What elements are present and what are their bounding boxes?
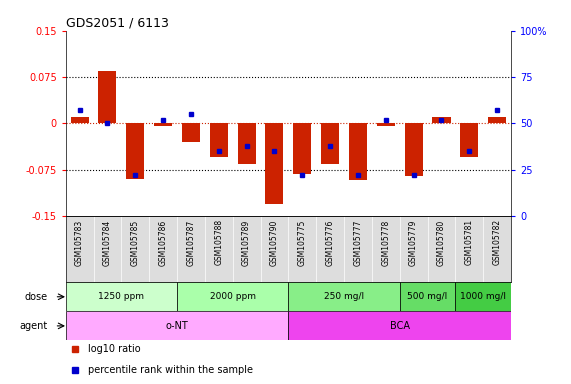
Bar bbox=[432, 117, 451, 123]
Text: agent: agent bbox=[19, 321, 48, 331]
Text: GSM105784: GSM105784 bbox=[103, 219, 112, 266]
Text: GSM105777: GSM105777 bbox=[353, 219, 363, 266]
Bar bbox=[182, 123, 200, 142]
Text: GSM105775: GSM105775 bbox=[297, 219, 307, 266]
Text: 1250 ppm: 1250 ppm bbox=[98, 292, 144, 301]
Text: GSM105781: GSM105781 bbox=[465, 219, 474, 265]
Text: GDS2051 / 6113: GDS2051 / 6113 bbox=[66, 17, 168, 30]
Text: GSM105786: GSM105786 bbox=[159, 219, 168, 266]
Text: 500 mg/l: 500 mg/l bbox=[408, 292, 448, 301]
Bar bbox=[177, 282, 288, 311]
Text: GSM105780: GSM105780 bbox=[437, 219, 446, 266]
Bar bbox=[238, 123, 256, 164]
Bar bbox=[460, 123, 478, 157]
Text: GSM105788: GSM105788 bbox=[214, 219, 223, 265]
Bar bbox=[71, 117, 89, 123]
Text: log10 ratio: log10 ratio bbox=[88, 344, 140, 354]
Bar bbox=[405, 123, 423, 176]
Text: GSM105782: GSM105782 bbox=[493, 219, 502, 265]
Text: GSM105778: GSM105778 bbox=[381, 219, 391, 266]
Bar bbox=[154, 123, 172, 126]
Text: GSM105790: GSM105790 bbox=[270, 219, 279, 266]
Text: o-NT: o-NT bbox=[166, 321, 188, 331]
Bar bbox=[488, 117, 506, 123]
Bar bbox=[400, 282, 456, 311]
Text: dose: dose bbox=[25, 292, 48, 302]
Bar bbox=[377, 123, 395, 126]
Text: percentile rank within the sample: percentile rank within the sample bbox=[88, 365, 253, 375]
Text: GSM105787: GSM105787 bbox=[186, 219, 195, 266]
Bar bbox=[66, 311, 288, 341]
Bar bbox=[456, 282, 511, 311]
Bar bbox=[293, 123, 311, 174]
Bar bbox=[288, 311, 511, 341]
Bar bbox=[266, 123, 283, 204]
Bar bbox=[98, 71, 116, 123]
Text: BCA: BCA bbox=[389, 321, 410, 331]
Text: GSM105785: GSM105785 bbox=[131, 219, 140, 266]
Text: GSM105789: GSM105789 bbox=[242, 219, 251, 266]
Text: 2000 ppm: 2000 ppm bbox=[210, 292, 256, 301]
Text: GSM105776: GSM105776 bbox=[325, 219, 335, 266]
Text: GSM105783: GSM105783 bbox=[75, 219, 84, 266]
Bar bbox=[126, 123, 144, 179]
Bar bbox=[321, 123, 339, 164]
Bar bbox=[66, 282, 177, 311]
Text: 250 mg/l: 250 mg/l bbox=[324, 292, 364, 301]
Bar bbox=[288, 282, 400, 311]
Bar bbox=[349, 123, 367, 180]
Bar bbox=[210, 123, 228, 157]
Text: 1000 mg/l: 1000 mg/l bbox=[460, 292, 506, 301]
Text: GSM105779: GSM105779 bbox=[409, 219, 418, 266]
